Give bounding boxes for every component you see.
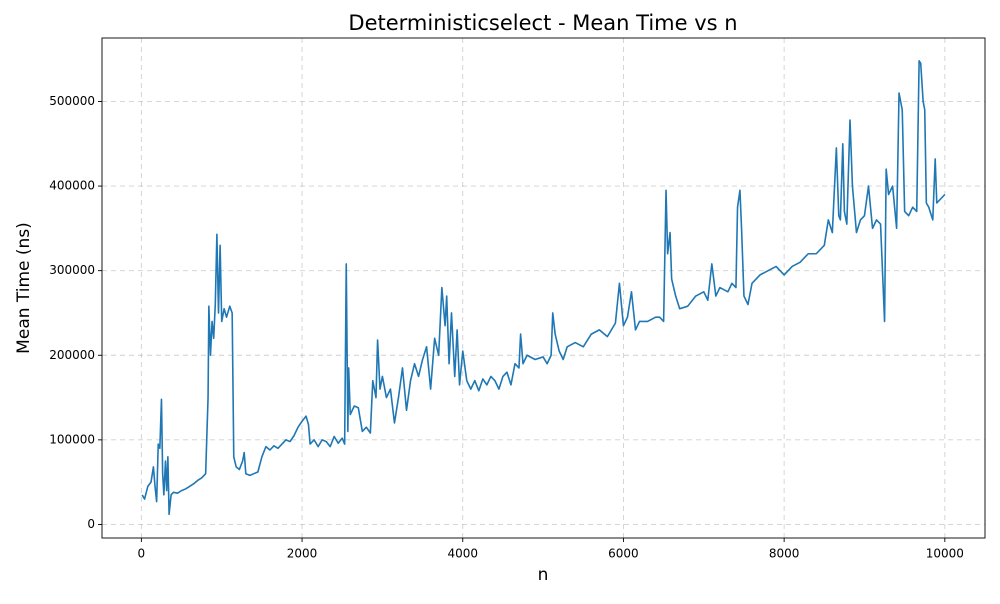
chart-title: Deterministicselect - Mean Time vs n [348,11,737,35]
y-tick-label: 400000 [49,179,95,193]
y-axis-label: Mean Time (ns) [14,222,34,354]
x-tick-label: 10000 [926,547,964,561]
y-tick-label: 0 [87,517,95,531]
x-tick-label: 2000 [287,547,318,561]
x-tick-label: 6000 [608,547,639,561]
x-tick-label: 4000 [447,547,478,561]
x-tick-label: 0 [138,547,146,561]
y-tick-label: 500000 [49,94,95,108]
y-tick-label: 100000 [49,432,95,446]
plot-frame [101,37,986,539]
x-axis-label: n [538,565,549,585]
y-tick-label: 200000 [49,348,95,362]
x-tick-label: 8000 [769,547,800,561]
y-tick-label: 300000 [49,263,95,277]
data-line [141,60,946,516]
